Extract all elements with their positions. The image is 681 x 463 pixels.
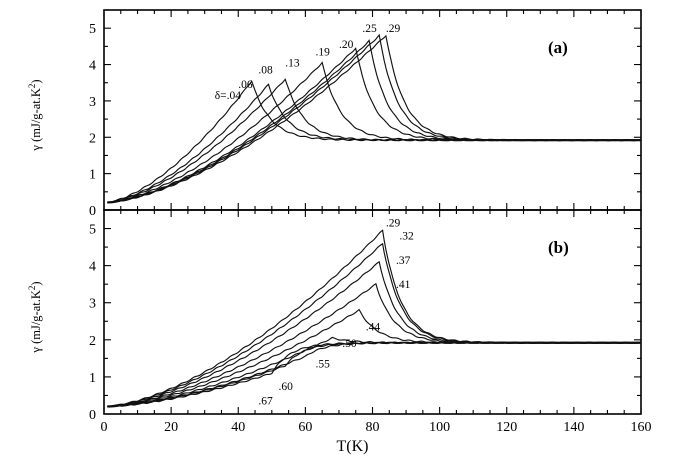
series-line [107, 61, 642, 204]
y-tick-label: 2 [89, 131, 96, 146]
x-tick-label: 160 [631, 420, 652, 435]
panel-label: (b) [548, 238, 569, 257]
series-label: .44 [366, 322, 381, 334]
x-tick-label: 60 [298, 420, 312, 435]
panel-b: 0 1 2 3 4 5 0 20 40 60 80 100 120 140 160 γ (mJ/g-at.K2… [27, 209, 652, 455]
x-tick-label: 40 [231, 420, 245, 435]
y-tick-label: 0 [89, 204, 96, 219]
series-label: .32 [399, 231, 414, 243]
series-label: .37 [396, 255, 411, 267]
series-label: .08 [258, 65, 273, 77]
series-label: .19 [315, 46, 330, 58]
x-tick-label: 100 [429, 420, 450, 435]
series-label: .60 [279, 381, 294, 393]
panel-label: (a) [548, 38, 568, 57]
series-line [107, 39, 642, 203]
y-tick-label: 1 [89, 371, 96, 386]
series-label: .25 [362, 23, 377, 35]
series-label: .06 [238, 79, 253, 91]
series-label: .41 [396, 279, 411, 291]
x-tick-label: 120 [496, 420, 517, 435]
series-line [107, 83, 642, 204]
panel-a: 0 1 2 3 4 5 γ (mJ/g-at.K2) (a) δ=.04.06 .08 .13 .19… [27, 9, 642, 219]
series-label: .20 [339, 39, 354, 51]
y-tick-label: 5 [89, 223, 96, 238]
series-label: δ=.04 [215, 90, 242, 102]
y-tick-label: 4 [89, 59, 96, 74]
y-tick-label: 5 [89, 22, 96, 37]
y-tick-label: 2 [89, 334, 96, 349]
x-tick-label: 140 [563, 420, 584, 435]
x-tick-label: 20 [164, 420, 178, 435]
series-label: .55 [315, 359, 330, 371]
series-label: .13 [285, 57, 300, 69]
y-tick-label: 1 [89, 168, 96, 183]
x-axis-label: T(K) [337, 438, 369, 455]
series-line [107, 261, 642, 408]
series-line [107, 341, 642, 408]
y-tick-label: 4 [89, 260, 96, 275]
series-label: .67 [258, 396, 273, 408]
series-line [107, 282, 642, 408]
series-line [107, 79, 641, 203]
y-axis-label: γ (mJ/g-at.K2) [27, 79, 43, 151]
y-tick-label: 0 [89, 408, 96, 423]
series-label: .29 [386, 23, 401, 35]
y-tick-label: 3 [89, 297, 96, 312]
series-line [107, 341, 642, 408]
series-label: .29 [386, 218, 401, 230]
x-tick-label: 0 [101, 420, 108, 435]
x-tick-label: 80 [366, 420, 380, 435]
y-tick-label: 3 [89, 95, 96, 110]
y-axis-label: γ (mJ/g-at.K2) [27, 281, 43, 353]
series-line [107, 34, 642, 204]
series-line [107, 341, 642, 408]
